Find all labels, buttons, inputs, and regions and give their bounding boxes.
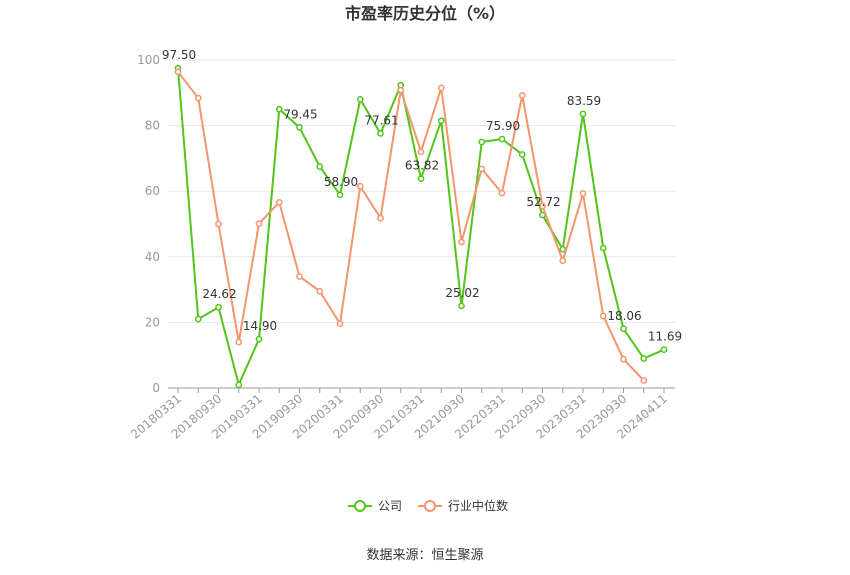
data-label: 14.90 <box>243 319 277 333</box>
data-label: 11.69 <box>648 330 682 344</box>
data-point <box>397 86 405 94</box>
data-point <box>640 355 648 362</box>
data-point <box>194 94 202 102</box>
data-point <box>215 220 222 228</box>
data-point <box>437 84 445 92</box>
data-point <box>458 238 465 246</box>
data-labels: 97.50 24.62 14.90 79.45 58.90 77.61 63.82 25.02… <box>162 48 682 343</box>
data-point <box>377 130 384 137</box>
data-point <box>336 191 344 199</box>
data-point <box>417 148 425 156</box>
data-label: 75.90 <box>486 119 520 133</box>
data-point <box>296 273 303 280</box>
data-point <box>255 335 263 343</box>
legend[interactable]: 公司 行业中位数 <box>348 498 508 513</box>
data-label: 25.02 <box>445 286 479 300</box>
data-point <box>255 220 263 228</box>
data-point <box>478 165 486 173</box>
data-point <box>559 257 567 265</box>
y-axis-ticks: 0 20 40 60 80 100 <box>137 53 160 395</box>
legend-marker <box>424 500 436 512</box>
data-point <box>437 117 445 125</box>
data-label: 77.61 <box>364 113 398 127</box>
data-point <box>498 189 506 197</box>
data-point <box>518 151 526 158</box>
data-label: 79.45 <box>283 107 317 121</box>
data-point <box>620 325 627 333</box>
data-point <box>356 96 364 103</box>
data-point <box>478 138 486 146</box>
data-label: 63.82 <box>405 159 439 173</box>
data-point <box>235 381 243 389</box>
data-point <box>275 105 283 113</box>
series-layer <box>174 64 668 389</box>
y-tick-label: 100 <box>137 53 160 67</box>
y-tick-label: 0 <box>152 381 160 395</box>
x-axis: 2018033120180930201903312019093020200331… <box>128 387 675 442</box>
data-point <box>498 135 506 143</box>
data-point <box>417 175 425 183</box>
data-point <box>458 302 465 310</box>
data-point <box>599 244 607 252</box>
data-point <box>599 312 607 320</box>
data-label: 83.59 <box>567 94 601 108</box>
data-point <box>336 320 344 328</box>
series-line <box>177 71 645 382</box>
legend-label: 行业中位数 <box>448 498 508 513</box>
data-label: 24.62 <box>202 287 236 301</box>
data-label: 58.90 <box>324 175 358 189</box>
legend-item-industry-median[interactable]: 行业中位数 <box>418 498 508 513</box>
data-point <box>356 182 364 190</box>
y-tick-label: 20 <box>145 315 160 329</box>
data-point <box>215 303 222 311</box>
data-point <box>316 287 324 295</box>
y-tick-label: 60 <box>145 184 160 198</box>
data-point <box>296 124 303 131</box>
source-note: 数据来源：恒生聚源 <box>366 548 483 563</box>
y-tick-label: 40 <box>145 250 160 264</box>
data-point <box>559 245 567 253</box>
data-point <box>640 377 648 384</box>
series-company <box>174 64 668 389</box>
data-point <box>275 199 283 206</box>
data-point <box>579 190 587 197</box>
series-industry-median <box>174 68 648 384</box>
y-tick-label: 80 <box>145 119 160 133</box>
data-point <box>174 68 182 76</box>
data-point <box>518 92 526 99</box>
data-point <box>620 355 627 363</box>
legend-marker <box>354 500 366 512</box>
legend-label: 公司 <box>378 499 402 513</box>
data-point <box>235 338 243 346</box>
data-label: 97.50 <box>162 48 196 62</box>
chart-title: 市盈率历史分位（%） <box>345 4 505 23</box>
data-label: 18.06 <box>607 309 641 323</box>
legend-item-company[interactable]: 公司 <box>348 499 402 513</box>
data-point <box>316 163 324 170</box>
data-point <box>539 202 546 210</box>
data-label: 52.72 <box>526 195 560 209</box>
data-point <box>579 110 587 118</box>
data-point <box>377 214 384 222</box>
data-point <box>660 346 668 354</box>
data-point <box>194 315 202 323</box>
series-line <box>177 68 665 386</box>
